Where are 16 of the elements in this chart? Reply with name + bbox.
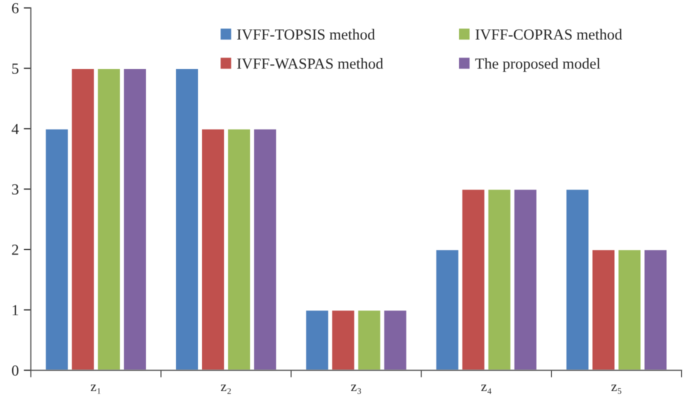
y-tick-label: 1 (12, 305, 18, 316)
x-tick-label: z₅ (611, 384, 622, 394)
y-tick-label: 0 (12, 365, 18, 376)
y-tick-label: 5 (12, 64, 18, 74)
y-tick-label: 4 (12, 124, 19, 134)
legend-label: IVFF-TOPSIS method (237, 28, 375, 40)
x-tick-label: z₁ (90, 384, 100, 394)
x-tick-label: z₂ (220, 384, 231, 394)
legend-label: The proposed model (475, 58, 600, 72)
x-tick-label: z₃ (351, 384, 362, 394)
x-tick-label: z₄ (481, 384, 492, 394)
y-tick-label: 3 (12, 184, 18, 195)
y-tick-label: 2 (12, 244, 18, 255)
legend-label: IVFF-WASPAS method (237, 58, 384, 69)
legend-label: IVFF-COPRAS method (476, 28, 622, 40)
y-tick-label: 6 (12, 3, 19, 14)
